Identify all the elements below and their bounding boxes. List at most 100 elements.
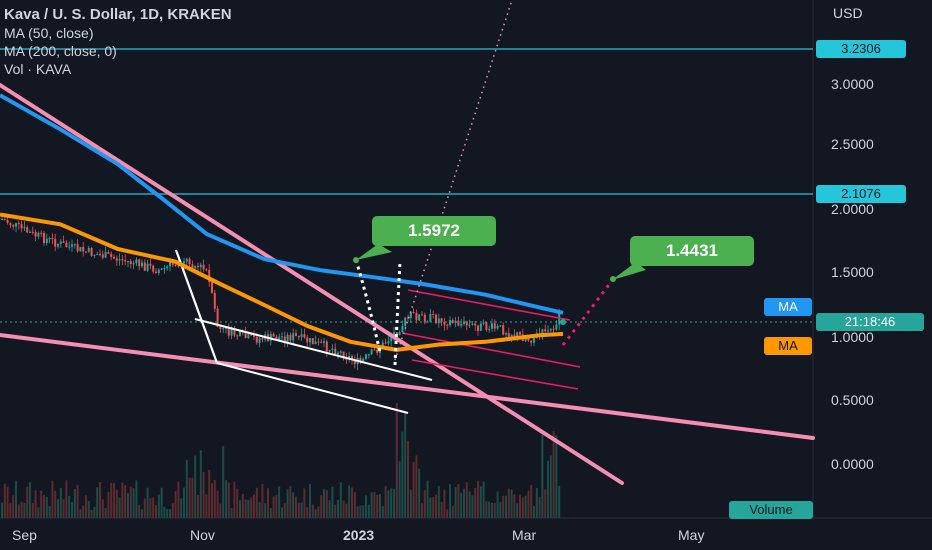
projection-right-dots [393, 261, 402, 366]
candle-body [409, 312, 412, 319]
candle-body [12, 224, 15, 227]
level-mid-badge[interactable]: 2.1076 [816, 185, 906, 203]
volume-bar [320, 495, 323, 518]
volume-bar [37, 507, 40, 518]
currency-label[interactable]: USD [833, 5, 863, 21]
volume-tag[interactable]: Volume [729, 501, 813, 519]
callout-left[interactable]: 1.5972 [372, 216, 496, 246]
volume-bar [446, 509, 449, 518]
ma50-line[interactable] [0, 212, 564, 352]
level-high-badge[interactable]: 3.2306 [816, 40, 906, 58]
candle-body [127, 261, 129, 263]
ma50-tag[interactable]: MA [764, 337, 812, 355]
candle-body [79, 247, 82, 252]
candle-body [258, 338, 261, 343]
volume-bar [348, 485, 351, 518]
volume-bar [113, 483, 115, 518]
candle-body [93, 254, 96, 256]
volume-bar [157, 494, 160, 518]
volume-bar [101, 499, 104, 518]
volume-bar [393, 488, 395, 518]
volume-bar [289, 486, 292, 518]
channel-bottom-line[interactable] [411, 359, 579, 390]
callout-right[interactable]: 1.4431 [630, 236, 754, 266]
volume-bar [17, 504, 20, 518]
candle-body [463, 321, 465, 324]
legend-ma50[interactable]: MA (50, close) [4, 25, 94, 41]
callout-left-pointer [356, 244, 392, 260]
candle-body [261, 338, 264, 340]
volume-bar [519, 494, 521, 518]
ma200-line[interactable] [0, 93, 564, 315]
volume-bar [233, 481, 236, 518]
time-label-sep: Sep [12, 527, 37, 543]
volume-bar [510, 489, 513, 518]
volume-bar [309, 483, 311, 518]
descending-trendline-steep[interactable] [0, 83, 624, 485]
volume-bar [135, 480, 138, 518]
ma200-tag[interactable]: MA [764, 298, 812, 316]
candle-body [146, 263, 149, 271]
symbol-title[interactable]: Kava / U. S. Dollar, 1D, KRAKEN [4, 6, 232, 23]
volume-bar [482, 481, 485, 518]
volume-bar [96, 487, 99, 518]
volume-bar [12, 495, 15, 518]
volume-bar [34, 490, 37, 518]
volume-bar [149, 498, 152, 518]
candle-body [155, 271, 157, 274]
volume-bar [460, 493, 463, 518]
candle-body [499, 325, 502, 327]
volume-bar [401, 431, 404, 518]
candle-body [412, 312, 415, 314]
candle-body [465, 321, 468, 326]
volume-bar [468, 491, 471, 518]
legend-ma200[interactable]: MA (200, close, 0) [4, 43, 117, 59]
candle-body [471, 323, 474, 325]
channel-mid-line[interactable] [401, 332, 581, 368]
volume-bar [331, 486, 334, 518]
wedge-drop-line[interactable] [174, 249, 219, 364]
volume-bar [297, 502, 300, 518]
candle-body [34, 231, 37, 237]
candle-body [401, 325, 404, 333]
volume-bar [87, 501, 90, 518]
candle-body [320, 341, 323, 343]
volume-bar [211, 483, 213, 518]
candle-body [132, 263, 135, 265]
candle-body [423, 314, 426, 322]
candle-body [331, 348, 334, 350]
legend-volume[interactable]: Vol · KAVA [4, 61, 72, 77]
candle-body [351, 355, 353, 360]
candle-body [446, 324, 449, 326]
channel-top-line[interactable] [407, 289, 571, 321]
volume-bar [325, 490, 328, 518]
volume-bar [507, 488, 510, 518]
volume-bar [23, 503, 26, 518]
candle-body [451, 320, 454, 323]
candle-body [104, 251, 107, 258]
candle-body [90, 247, 93, 256]
volume-bar [152, 497, 155, 518]
volume-bar [530, 485, 533, 518]
candle-body [519, 332, 521, 335]
volume-bar [407, 441, 409, 518]
volume-bar [328, 500, 331, 518]
wedge-upper-line[interactable] [194, 318, 433, 381]
candle-body [443, 321, 446, 325]
volume-bar [250, 497, 253, 518]
volume-bar [493, 502, 496, 518]
candle-body [149, 263, 152, 266]
descending-trendline-support[interactable] [0, 333, 815, 440]
volume-bar [202, 471, 205, 518]
volume-bar [443, 489, 446, 518]
candle-body [328, 349, 331, 352]
volume-bar [437, 486, 440, 518]
volume-bar [79, 509, 82, 518]
candle-body [367, 354, 370, 356]
wedge-lower-line[interactable] [216, 362, 409, 414]
volume-bar [488, 501, 491, 518]
volume-bar [6, 486, 9, 518]
volume-bar [99, 482, 101, 518]
candle-body [101, 254, 104, 258]
